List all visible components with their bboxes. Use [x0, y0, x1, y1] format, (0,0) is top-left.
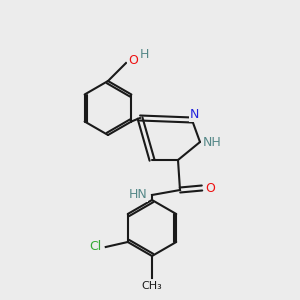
Text: O: O: [128, 55, 138, 68]
Text: N: N: [189, 109, 199, 122]
Text: HN: HN: [129, 188, 147, 202]
Text: CH₃: CH₃: [142, 281, 162, 291]
Text: O: O: [205, 182, 215, 194]
Text: Cl: Cl: [90, 241, 102, 254]
Text: NH: NH: [202, 136, 221, 148]
Text: H: H: [139, 49, 149, 62]
